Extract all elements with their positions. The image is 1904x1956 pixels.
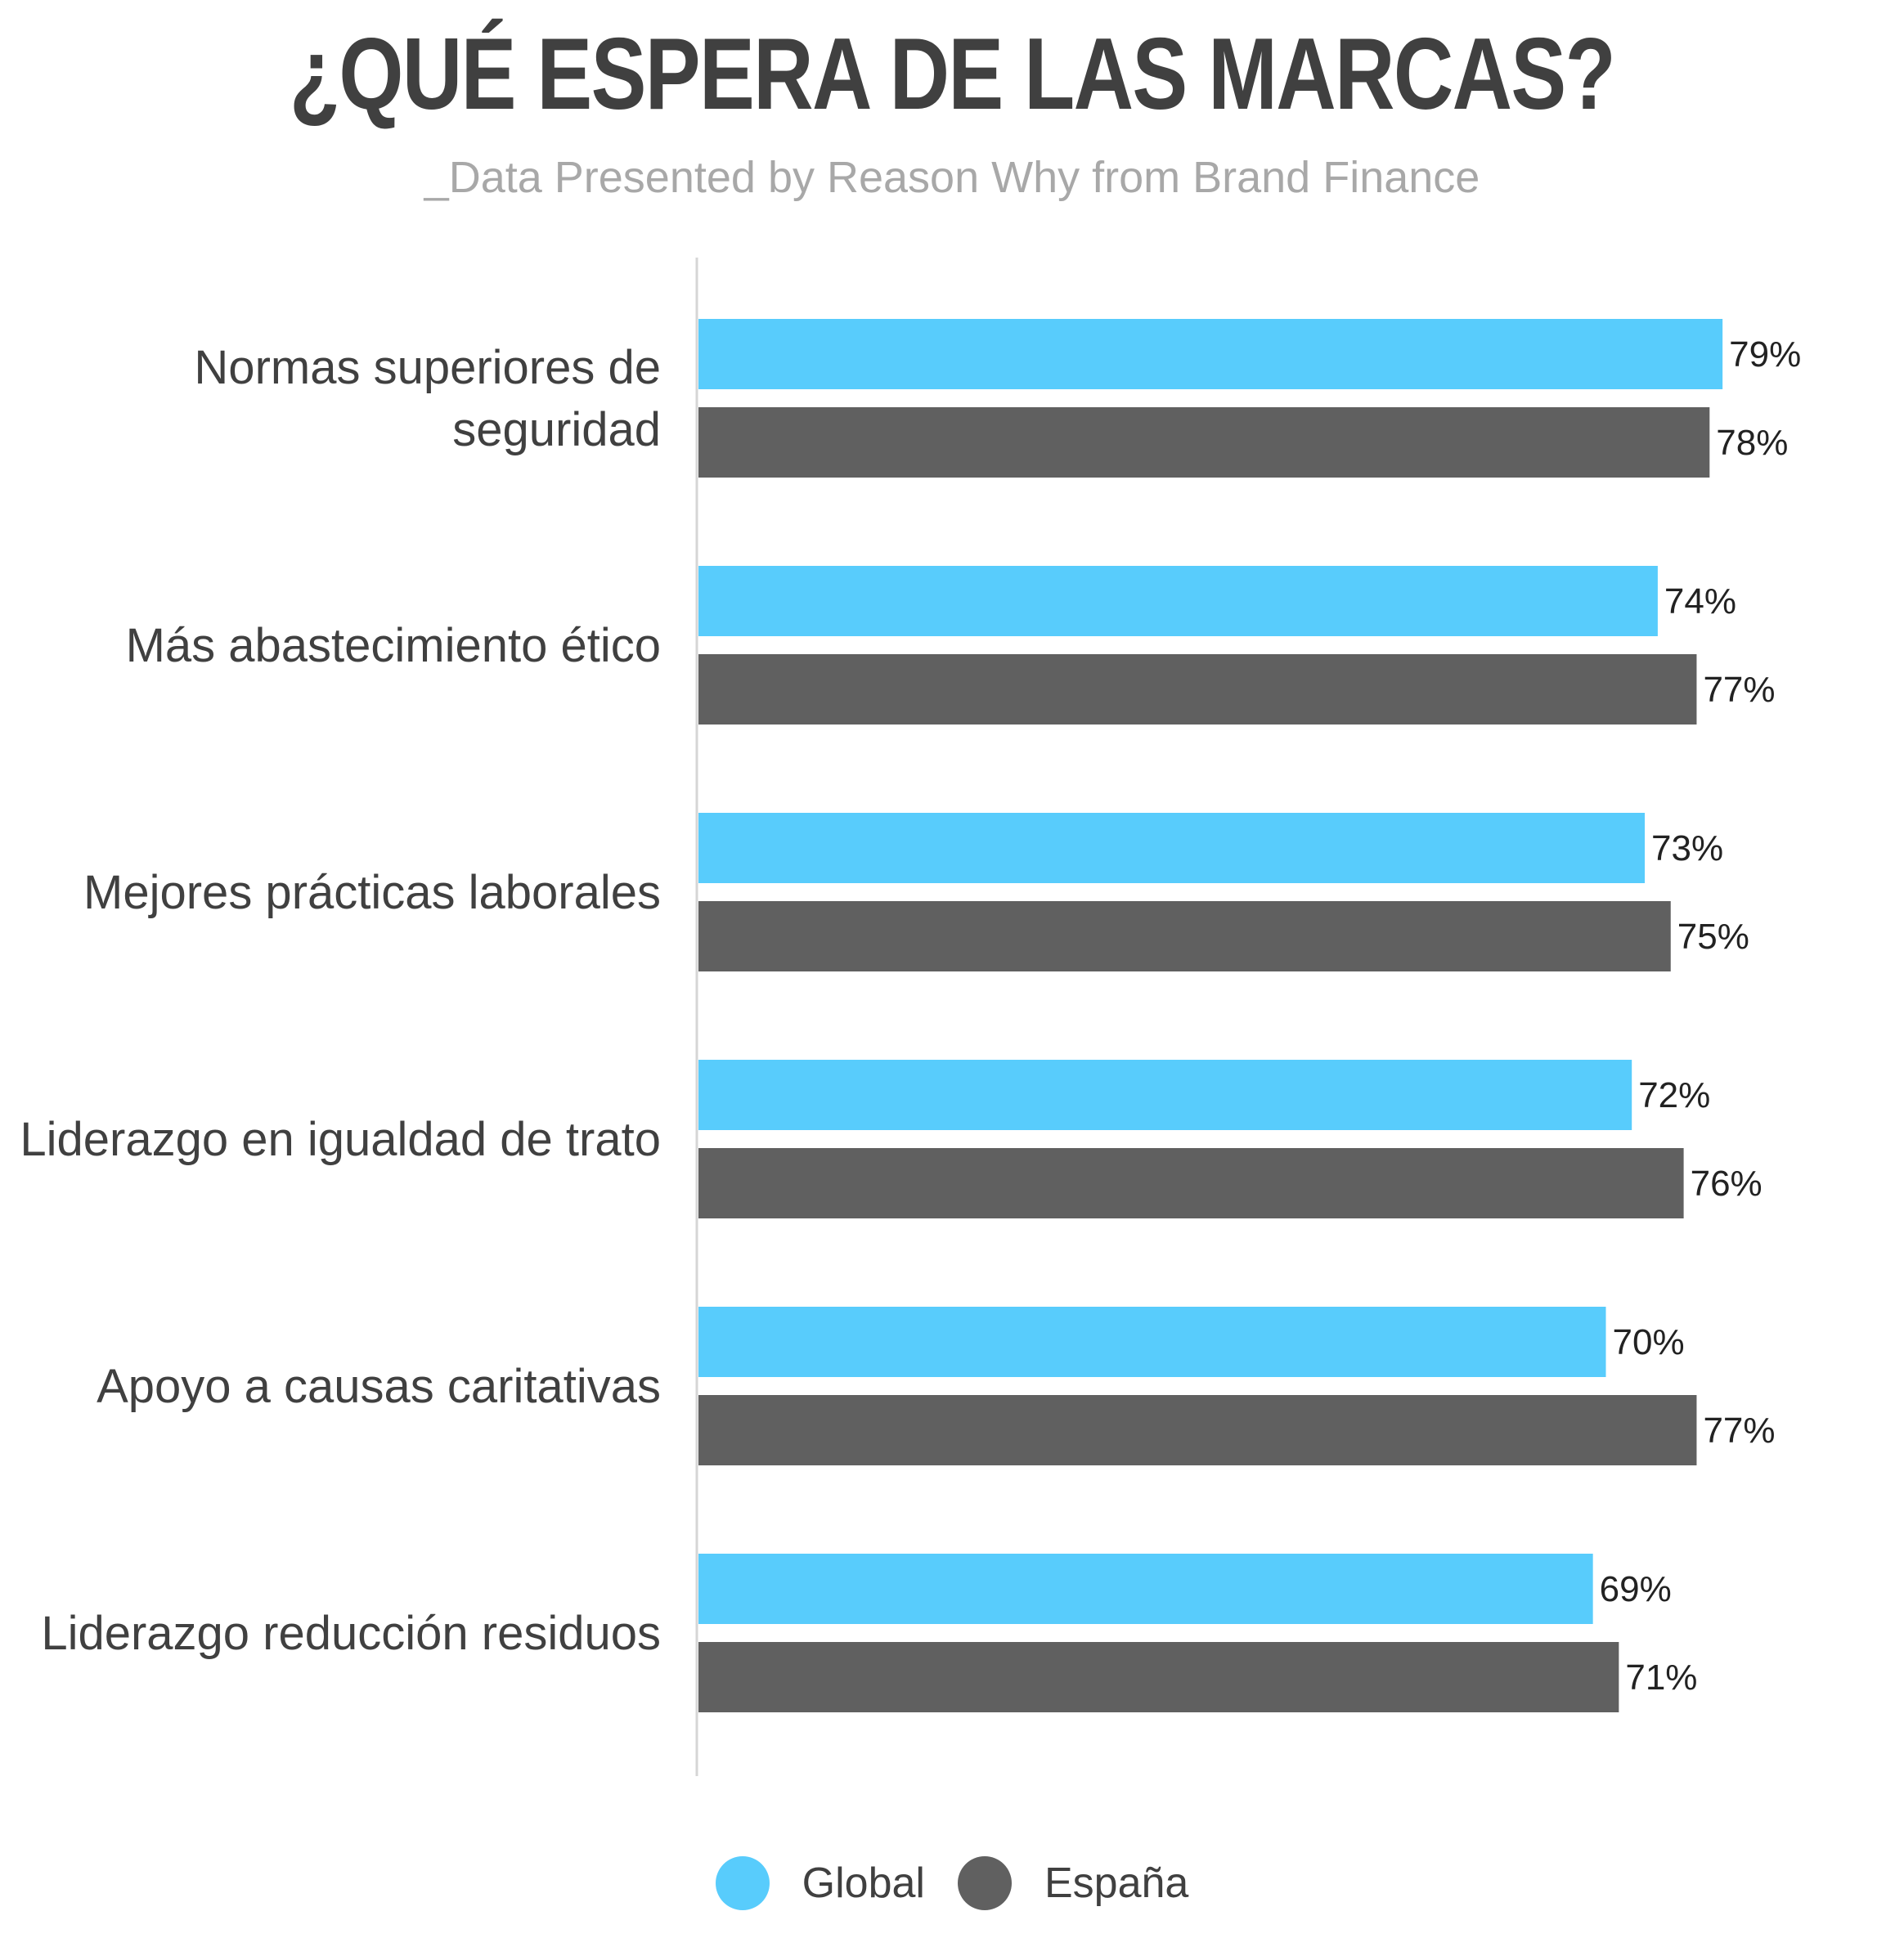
category-label: Apoyo a causas caritativas bbox=[97, 1360, 661, 1413]
bar-espana bbox=[698, 1148, 1684, 1218]
bar-espana bbox=[698, 407, 1710, 478]
category-label: Normas superiores de bbox=[194, 341, 661, 394]
bar-espana bbox=[698, 1395, 1697, 1465]
bar-global bbox=[698, 319, 1723, 389]
data-label: 79% bbox=[1729, 334, 1801, 375]
data-label: 76% bbox=[1691, 1164, 1763, 1204]
data-label: 70% bbox=[1613, 1322, 1685, 1362]
data-label: 74% bbox=[1664, 581, 1736, 621]
bar-global bbox=[698, 566, 1658, 636]
bar-global bbox=[698, 813, 1646, 883]
category-label: Más abastecimiento ético bbox=[126, 619, 661, 672]
legend-label-global: Global bbox=[802, 1860, 925, 1907]
data-label: 72% bbox=[1638, 1075, 1710, 1115]
data-label: 77% bbox=[1703, 1411, 1775, 1451]
legend-swatch-espana bbox=[957, 1856, 1012, 1910]
category-label: seguridad bbox=[452, 403, 661, 456]
legend-label-espana: España bbox=[1044, 1860, 1189, 1907]
bar-chart: Normas superiores de seguridad 79% 78% Más a… bbox=[20, 258, 1801, 1776]
data-label: 73% bbox=[1651, 828, 1723, 868]
data-label: 78% bbox=[1716, 423, 1788, 463]
bar-global bbox=[698, 1307, 1606, 1377]
legend-item-espana: España bbox=[957, 1856, 1189, 1910]
chart-title: ¿QUÉ ESPERA DE LAS MARCAS? bbox=[289, 18, 1616, 131]
bar-global bbox=[698, 1554, 1593, 1624]
data-label: 77% bbox=[1703, 670, 1775, 710]
bar-espana bbox=[698, 901, 1671, 971]
legend: Global España bbox=[0, 1856, 1904, 1910]
data-label: 71% bbox=[1625, 1658, 1697, 1698]
category-label: Liderazgo en igualdad de trato bbox=[20, 1113, 661, 1166]
data-label: 75% bbox=[1677, 917, 1749, 957]
legend-item-global: Global bbox=[715, 1856, 925, 1910]
category-label: Mejores prácticas laborales bbox=[83, 866, 661, 919]
chart-subtitle: _Data Presented by Reason Why from Brand… bbox=[424, 153, 1480, 202]
bar-global bbox=[698, 1060, 1632, 1130]
legend-swatch-global bbox=[715, 1856, 770, 1910]
data-label: 69% bbox=[1600, 1569, 1672, 1609]
category-label: Liderazgo reducción residuos bbox=[41, 1607, 661, 1660]
bar-espana bbox=[698, 1642, 1619, 1712]
bar-espana bbox=[698, 654, 1697, 725]
